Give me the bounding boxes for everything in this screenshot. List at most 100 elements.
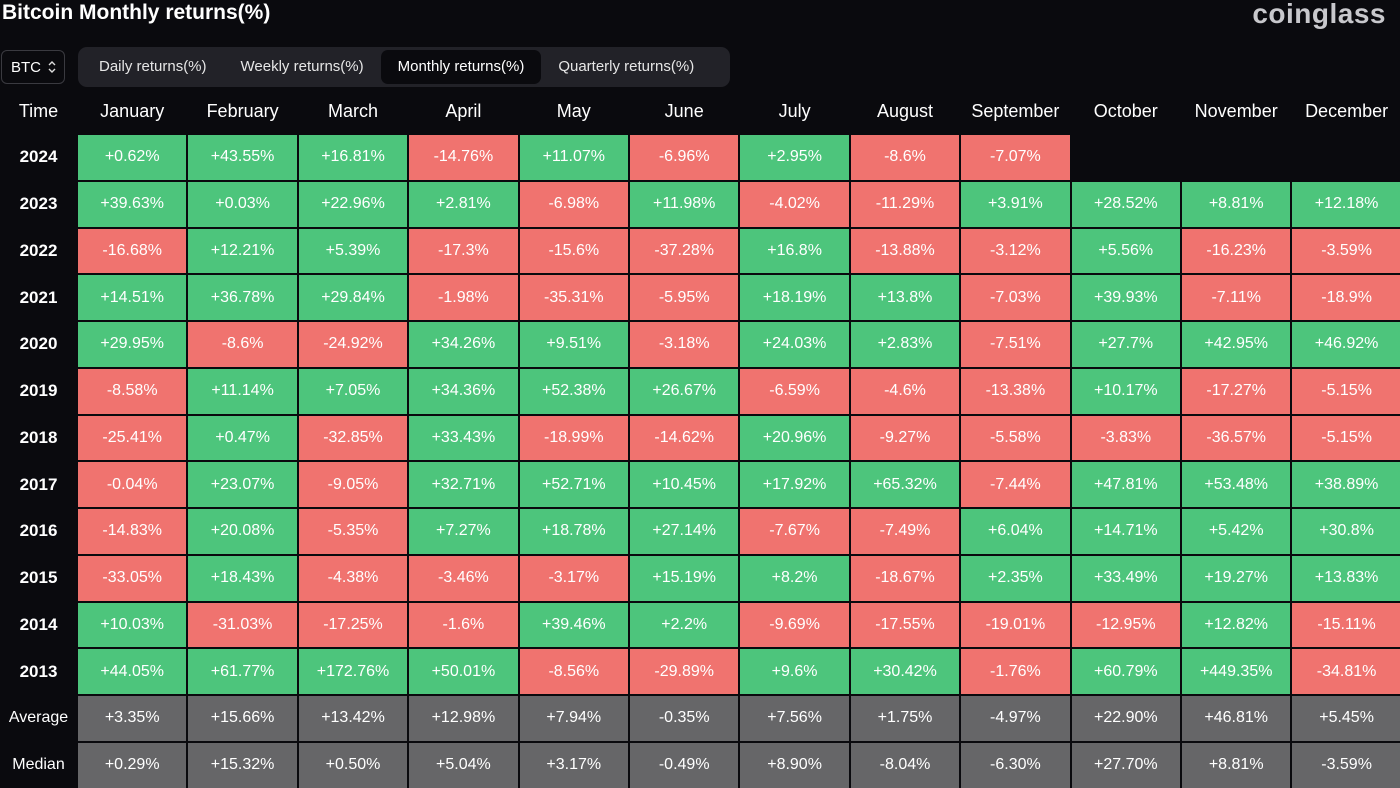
return-cell: -3.83% xyxy=(1071,415,1180,461)
return-cell: -1.98% xyxy=(409,275,518,320)
return-cell: +33.49% xyxy=(1071,555,1180,601)
return-cell: +10.03% xyxy=(78,602,187,648)
row-label: 2016 xyxy=(19,521,58,541)
return-cell: -11.29% xyxy=(850,181,960,227)
column-header: February xyxy=(206,101,279,121)
return-cell: +13.83% xyxy=(1292,555,1400,601)
column-header: September xyxy=(971,101,1060,121)
return-cell: +39.93% xyxy=(1071,275,1180,320)
return-cell: +65.32% xyxy=(850,462,960,507)
return-cell: -8.56% xyxy=(519,649,628,694)
coin-selector-label: BTC xyxy=(11,58,41,76)
row-label: 2014 xyxy=(19,614,58,634)
summary-cell: +1.75% xyxy=(850,696,960,741)
return-cell: +18.78% xyxy=(519,509,628,554)
coin-selector[interactable]: BTC xyxy=(1,50,65,84)
return-cell: -3.18% xyxy=(630,322,739,367)
return-cell: +30.8% xyxy=(1292,509,1400,554)
return-cell: +39.63% xyxy=(78,181,187,227)
return-cell: +0.62% xyxy=(78,135,187,180)
return-cell: +10.45% xyxy=(630,462,739,507)
return-cell: +11.98% xyxy=(630,181,739,227)
return-cell: -13.88% xyxy=(850,228,960,274)
return-cell: -7.44% xyxy=(961,462,1070,507)
chevron-icon xyxy=(48,61,56,73)
return-cell: -5.15% xyxy=(1292,415,1400,461)
summary-cell: -3.59% xyxy=(1292,742,1400,788)
column-header: June xyxy=(664,101,704,121)
return-cell: +23.07% xyxy=(188,462,297,507)
column-header: December xyxy=(1305,101,1389,121)
return-cell: +24.03% xyxy=(740,322,849,367)
return-cell: +8.81% xyxy=(1182,181,1291,227)
return-cell: -24.92% xyxy=(298,322,408,367)
return-cell: -1.6% xyxy=(409,602,518,648)
column-header: Time xyxy=(18,101,59,121)
return-cell: -3.17% xyxy=(519,555,628,601)
tab[interactable]: Monthly returns(%) xyxy=(380,50,542,84)
summary-cell: +12.98% xyxy=(409,696,518,741)
return-cell: -36.57% xyxy=(1182,415,1291,461)
return-cell: +47.81% xyxy=(1071,462,1180,507)
return-cell: -8.6% xyxy=(188,322,297,367)
return-cell: +46.92% xyxy=(1292,322,1400,367)
return-cell: -14.76% xyxy=(409,135,518,180)
return-cell: +11.14% xyxy=(188,368,297,414)
return-cell: -7.11% xyxy=(1182,275,1291,320)
summary-cell: +7.94% xyxy=(519,696,628,741)
summary-cell: +13.42% xyxy=(298,696,408,741)
return-cell: -3.59% xyxy=(1292,228,1400,274)
return-cell: +0.47% xyxy=(188,415,297,461)
return-cell: -8.58% xyxy=(78,368,187,414)
return-cell: +26.67% xyxy=(630,368,739,414)
return-cell: +43.55% xyxy=(188,135,297,180)
return-cell: -6.59% xyxy=(740,368,849,414)
return-cell: -1.76% xyxy=(961,649,1070,694)
return-cell: -5.35% xyxy=(298,509,408,554)
tab[interactable]: Daily returns(%) xyxy=(99,58,207,75)
return-cell: -17.27% xyxy=(1182,368,1291,414)
return-cell: -4.02% xyxy=(740,181,849,227)
row-label: 2022 xyxy=(19,240,58,260)
return-cell: +449.35% xyxy=(1182,649,1291,694)
return-cell: +7.05% xyxy=(298,368,408,414)
summary-cell: -0.49% xyxy=(630,742,739,788)
summary-cell: +46.81% xyxy=(1182,696,1291,741)
return-cell: -17.55% xyxy=(850,602,960,648)
return-cell: +20.08% xyxy=(188,509,297,554)
return-cell: -4.6% xyxy=(850,368,960,414)
return-cell: +38.89% xyxy=(1292,462,1400,507)
return-cell: +3.91% xyxy=(961,181,1070,227)
return-cell: -18.67% xyxy=(850,555,960,601)
return-cell: -25.41% xyxy=(78,415,187,461)
return-cell: +44.05% xyxy=(78,649,187,694)
summary-cell: +3.35% xyxy=(78,696,187,741)
return-cell: -14.83% xyxy=(78,509,187,554)
return-cell: -7.07% xyxy=(961,135,1070,180)
tab[interactable]: Quarterly returns(%) xyxy=(558,58,695,75)
return-cell: +34.26% xyxy=(409,322,518,367)
return-cell: +18.19% xyxy=(740,275,849,320)
return-cell: -9.27% xyxy=(850,415,960,461)
column-header: January xyxy=(100,101,165,121)
return-cell: +0.03% xyxy=(188,181,297,227)
return-cell: -16.68% xyxy=(78,228,187,274)
return-cell: +61.77% xyxy=(188,649,297,694)
tab[interactable]: Weekly returns(%) xyxy=(240,58,364,75)
summary-cell: +15.66% xyxy=(188,696,297,741)
column-header: August xyxy=(876,101,934,121)
return-cell: -5.95% xyxy=(630,275,739,320)
return-cell: -18.99% xyxy=(519,415,628,461)
return-cell: +27.7% xyxy=(1071,322,1180,367)
return-cell: +2.2% xyxy=(630,602,739,648)
return-cell: -16.23% xyxy=(1182,228,1291,274)
return-cell: +12.18% xyxy=(1292,181,1400,227)
return-cell: -37.28% xyxy=(630,228,739,274)
return-cell: +42.95% xyxy=(1182,322,1291,367)
return-cell: +18.43% xyxy=(188,555,297,601)
return-cell: -17.25% xyxy=(298,602,408,648)
return-cell: +13.8% xyxy=(850,275,960,320)
row-label: 2015 xyxy=(19,568,58,588)
row-label: Average xyxy=(8,709,69,727)
